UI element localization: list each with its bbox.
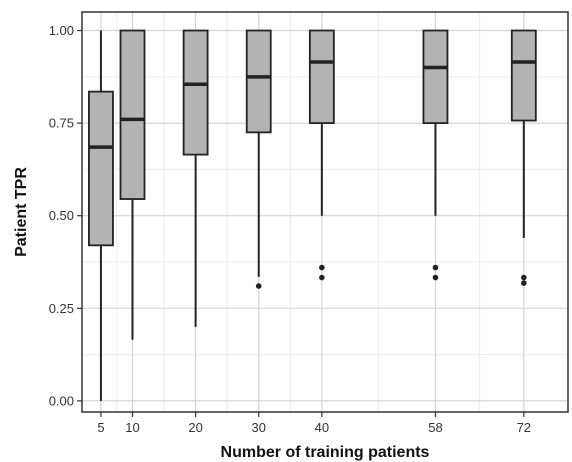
box-group [245,29,272,289]
x-tick-label: 58 [428,420,442,435]
x-tick-label: 30 [251,420,265,435]
outlier-point [319,264,325,271]
y-tick-label: 0.75 [49,116,74,131]
y-axis-ticks: 0.00 0.25 0.50 0.75 1.00 [49,23,82,408]
box-iqr [422,29,449,125]
x-tick-label: 40 [315,420,329,435]
box-group [308,29,335,281]
y-tick-label: 0.00 [49,393,74,408]
box-group [422,29,449,281]
x-axis-ticks: 5 10 20 30 40 58 72 [97,412,531,435]
x-tick-label: 5 [97,420,104,435]
y-tick-label: 0.25 [49,301,74,316]
boxplot-series [88,29,537,401]
outlier-point [521,274,527,281]
panel-border [81,11,569,413]
x-tick-label: 10 [125,420,139,435]
x-tick-label: 72 [517,420,531,435]
y-tick-label: 1.00 [49,23,74,38]
box-iqr [182,29,209,156]
outlier-point [432,274,439,281]
box-group [182,29,209,327]
y-tick-label: 0.50 [49,208,74,223]
outlier-point [432,264,439,271]
box-group [119,29,146,340]
box-group [88,30,114,401]
box-iqr [245,29,272,134]
box-iqr [88,90,114,247]
outlier-point [319,274,325,281]
box-iqr [510,29,537,122]
outlier-point [255,283,262,289]
x-axis-title: Number of training patients [221,444,430,461]
outlier-point [521,280,527,286]
box-iqr [308,29,335,125]
box-iqr [119,29,146,200]
box-group [510,29,537,286]
x-tick-label: 20 [188,420,202,435]
y-axis-title: Patient TPR [13,167,30,257]
